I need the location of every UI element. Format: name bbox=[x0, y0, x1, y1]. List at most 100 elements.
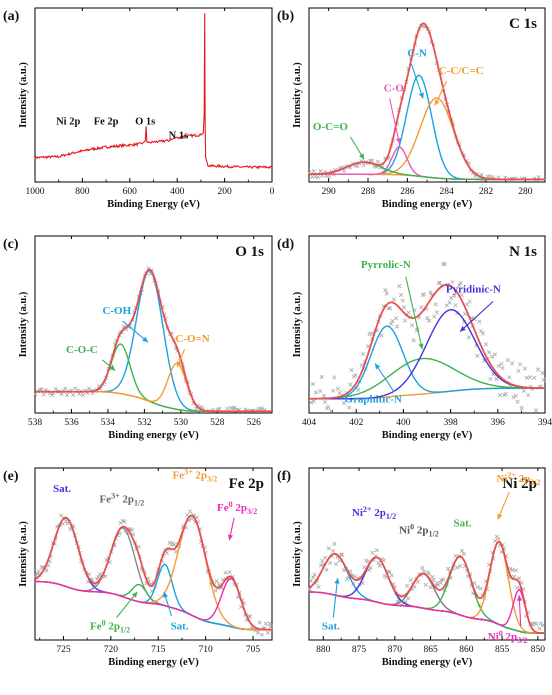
peak-label-fe0-2p32: Fe0 2p3/2 bbox=[217, 500, 257, 516]
arrow-head bbox=[375, 363, 381, 370]
arrow-head bbox=[418, 92, 424, 99]
x-tick-label: 200 bbox=[217, 187, 232, 197]
panel-tag: (e) bbox=[3, 469, 19, 484]
data-point bbox=[391, 297, 397, 302]
data-point bbox=[318, 388, 323, 394]
data-point bbox=[308, 578, 313, 584]
data-point bbox=[510, 567, 515, 573]
background-line bbox=[308, 591, 545, 634]
peak-label-sat-green: Sat. bbox=[453, 517, 471, 529]
data-point bbox=[420, 566, 425, 571]
x-tick-label: 715 bbox=[151, 645, 166, 655]
peak-label-sat-2: Sat. bbox=[171, 621, 189, 633]
data-point bbox=[53, 386, 58, 392]
data-point bbox=[394, 316, 399, 321]
data-point bbox=[466, 335, 471, 340]
y-axis-label: Intensity (a.u.) bbox=[18, 62, 29, 128]
x-tick-label: 600 bbox=[123, 187, 138, 197]
data-point bbox=[39, 387, 44, 392]
data-point bbox=[311, 399, 316, 404]
y-axis-label: Intensity (a.u.) bbox=[292, 62, 303, 128]
peak-label-sat: Sat. bbox=[53, 483, 71, 495]
data-point bbox=[323, 555, 328, 560]
x-tick-label: 705 bbox=[246, 645, 261, 655]
data-point bbox=[537, 626, 542, 631]
data-point bbox=[328, 408, 334, 414]
data-point bbox=[494, 376, 499, 382]
arrow-head bbox=[359, 153, 365, 160]
x-tick-label: 855 bbox=[495, 645, 510, 655]
data-point bbox=[453, 553, 458, 559]
data-point bbox=[80, 393, 86, 398]
data-point bbox=[63, 519, 69, 524]
plot-frame bbox=[34, 7, 273, 183]
annotation-arrow bbox=[389, 98, 401, 144]
data-point bbox=[310, 381, 315, 387]
x-tick-label: 800 bbox=[75, 187, 90, 197]
fit-component bbox=[308, 589, 545, 634]
data-point bbox=[461, 551, 467, 556]
data-point bbox=[524, 375, 529, 380]
data-point bbox=[388, 306, 393, 311]
data-point bbox=[340, 552, 345, 557]
data-point bbox=[433, 302, 438, 307]
data-point bbox=[500, 366, 505, 371]
data-point bbox=[188, 509, 193, 514]
data-point bbox=[518, 362, 523, 367]
x-tick-label: 394 bbox=[538, 418, 552, 428]
x-tick-label: 398 bbox=[443, 418, 458, 428]
element-peak-label: C 1s bbox=[197, 0, 217, 2]
data-point bbox=[326, 404, 331, 410]
peak-label-c-o: C-O bbox=[384, 83, 405, 95]
peak-label-c-o-c: C-O-C bbox=[66, 344, 98, 356]
peak-label-ni2-2p12: Ni2+ 2p1/2 bbox=[352, 505, 396, 521]
panel-title: O 1s bbox=[235, 244, 264, 260]
peak-label-fe3-2p12: Fe3+ 2p1/2 bbox=[99, 491, 144, 507]
data-point bbox=[185, 512, 190, 518]
x-tick-label: 725 bbox=[56, 645, 71, 655]
data-point bbox=[526, 392, 531, 398]
data-point bbox=[333, 562, 339, 567]
arrow-head bbox=[460, 326, 466, 332]
data-point bbox=[310, 174, 315, 179]
annotation-arrow bbox=[459, 301, 494, 332]
data-point bbox=[332, 375, 337, 380]
data-point bbox=[452, 293, 457, 298]
annotation-arrow bbox=[116, 591, 138, 618]
data-point bbox=[328, 560, 333, 565]
data-point bbox=[479, 328, 484, 334]
peak-label-c-o-n: C-O=N bbox=[175, 333, 209, 345]
data-point bbox=[425, 316, 430, 321]
arrow-head bbox=[176, 360, 182, 367]
x-tick-label: 532 bbox=[137, 418, 152, 428]
data-point bbox=[387, 569, 392, 574]
arrow-head bbox=[131, 591, 138, 598]
panel-tag: (f) bbox=[277, 469, 291, 484]
fit-component bbox=[34, 514, 272, 631]
y-axis-label: Intensity (a.u.) bbox=[292, 291, 303, 357]
data-point bbox=[514, 585, 520, 590]
data-point bbox=[381, 558, 386, 563]
fit-component bbox=[308, 357, 546, 400]
data-point bbox=[408, 578, 413, 583]
annotation-arrow bbox=[332, 578, 339, 618]
data-point bbox=[349, 368, 354, 373]
annotation-arrow bbox=[374, 363, 395, 393]
fit-envelope bbox=[34, 514, 272, 631]
data-point bbox=[316, 175, 321, 180]
data-point bbox=[467, 299, 472, 304]
x-axis-label: Binding energy (eV) bbox=[382, 657, 473, 668]
data-point bbox=[397, 284, 402, 289]
data-point bbox=[419, 305, 424, 310]
element-peak-label: O 1s bbox=[135, 117, 155, 128]
data-point bbox=[493, 538, 498, 543]
data-point bbox=[374, 548, 379, 553]
peak-label-c-oh: C-OH bbox=[102, 305, 131, 317]
arrow-head bbox=[334, 578, 340, 584]
peak-label-ni0-2p32: Ni0 2p3/2 bbox=[488, 629, 528, 645]
data-point bbox=[428, 585, 433, 590]
data-point bbox=[406, 596, 411, 601]
x-tick-label: 870 bbox=[388, 645, 403, 655]
x-tick-label: 284 bbox=[440, 187, 455, 197]
data-point bbox=[475, 585, 480, 590]
